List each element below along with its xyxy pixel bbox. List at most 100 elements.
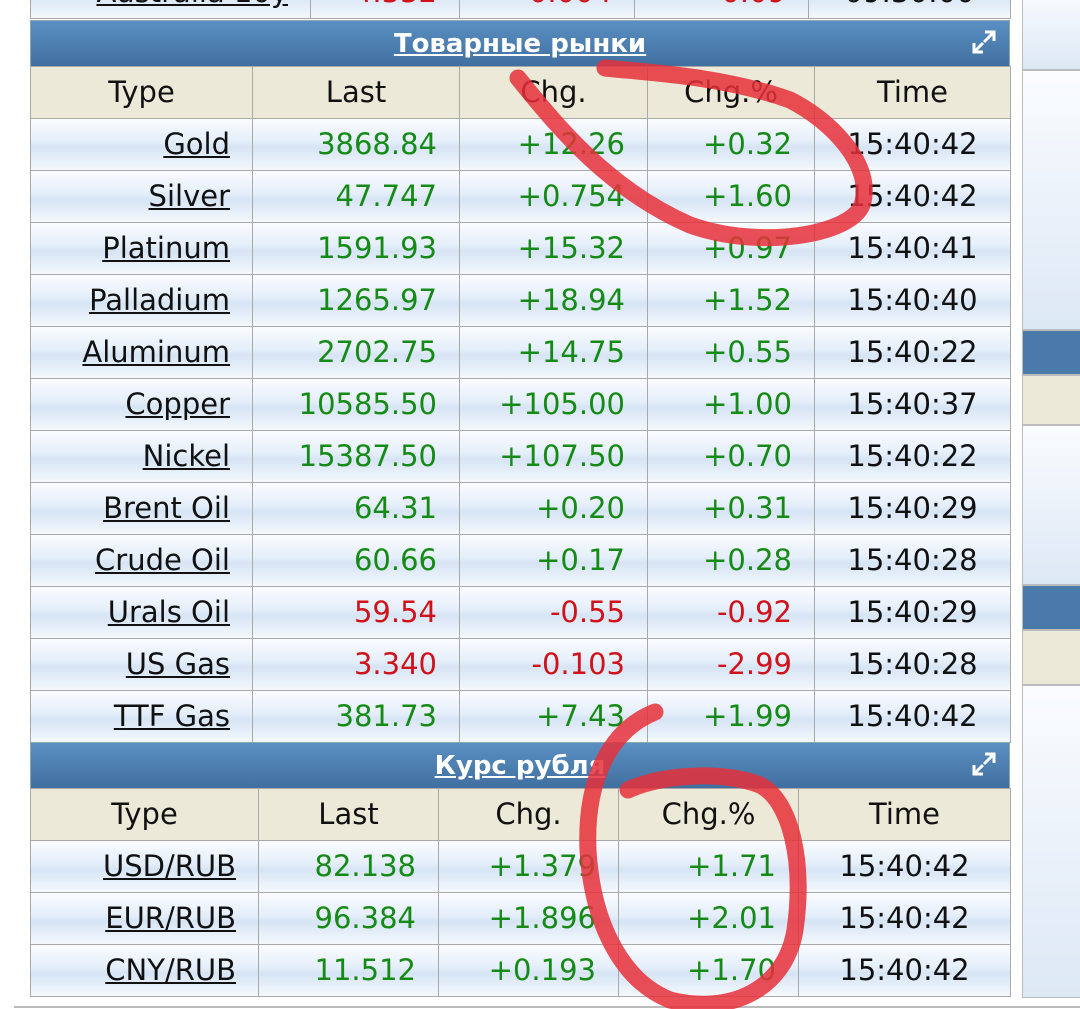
time: 15:40:22 <box>814 430 1011 483</box>
time: 15:40:42 <box>798 944 1011 997</box>
column-header: Last <box>252 66 460 119</box>
time: 15:40:41 <box>814 222 1011 275</box>
column-header: Type <box>30 66 253 119</box>
change: +0.20 <box>459 482 648 535</box>
expand-icon[interactable] <box>971 29 997 55</box>
time: 15:40:28 <box>814 638 1011 691</box>
column-header: Chg.% <box>618 788 799 841</box>
change: +14.75 <box>459 326 648 379</box>
instrument-link[interactable]: Palladium <box>30 274 253 327</box>
change: +0.32 <box>647 118 815 171</box>
last-price: 3.340 <box>252 638 460 691</box>
side-panel <box>1022 585 1080 630</box>
change: -0.09 <box>634 0 809 19</box>
time: 15:40:42 <box>798 892 1011 945</box>
column-header: Chg. <box>438 788 619 841</box>
last-price: 3868.84 <box>252 118 460 171</box>
last-price: 2702.75 <box>252 326 460 379</box>
time: 15:40:42 <box>814 170 1011 223</box>
section-title[interactable]: Курс рубля <box>434 751 606 781</box>
column-header: Chg.% <box>647 66 815 119</box>
instrument-link[interactable]: Platinum <box>30 222 253 275</box>
last-price: 4.332 <box>310 0 460 19</box>
time: 09:30:00 <box>808 0 1011 19</box>
column-header: Time <box>798 788 1011 841</box>
change: +1.99 <box>647 690 815 743</box>
last-price: 59.54 <box>252 586 460 639</box>
instrument-link[interactable]: Urals Oil <box>30 586 253 639</box>
change: +0.17 <box>459 534 648 587</box>
instrument-link[interactable]: Gold <box>30 118 253 171</box>
instrument-link[interactable]: EUR/RUB <box>30 892 259 945</box>
change: +18.94 <box>459 274 648 327</box>
column-header: Chg. <box>459 66 648 119</box>
change: -0.92 <box>647 586 815 639</box>
instrument-link[interactable]: Copper <box>30 378 253 431</box>
last-price: 10585.50 <box>252 378 460 431</box>
last-price: 60.66 <box>252 534 460 587</box>
instrument-link[interactable]: Australia 10y <box>30 0 311 19</box>
change: +1.60 <box>647 170 815 223</box>
side-panel <box>1022 0 1080 70</box>
change: +0.31 <box>647 482 815 535</box>
side-panel <box>1022 425 1080 585</box>
instrument-link[interactable]: CNY/RUB <box>30 944 259 997</box>
change: +2.01 <box>618 892 799 945</box>
change: +105.00 <box>459 378 648 431</box>
instrument-link[interactable]: Crude Oil <box>30 534 253 587</box>
time: 15:40:22 <box>814 326 1011 379</box>
instrument-link[interactable]: TTF Gas <box>30 690 253 743</box>
last-price: 82.138 <box>258 840 439 893</box>
last-price: 96.384 <box>258 892 439 945</box>
last-price: 1591.93 <box>252 222 460 275</box>
column-header: Type <box>30 788 259 841</box>
change: +15.32 <box>459 222 648 275</box>
time: 15:40:42 <box>798 840 1011 893</box>
change: +0.28 <box>647 534 815 587</box>
time: 15:40:40 <box>814 274 1011 327</box>
instrument-link[interactable]: Nickel <box>30 430 253 483</box>
last-price: 15387.50 <box>252 430 460 483</box>
change: -0.55 <box>459 586 648 639</box>
last-price: 47.747 <box>252 170 460 223</box>
section-title[interactable]: Товарные рынки <box>393 29 647 59</box>
time: 15:40:28 <box>814 534 1011 587</box>
side-panel <box>1022 685 1080 998</box>
instrument-link[interactable]: USD/RUB <box>30 840 259 893</box>
divider <box>14 1006 1080 1008</box>
column-header: Last <box>258 788 439 841</box>
change: +1.71 <box>618 840 799 893</box>
change: +1.896 <box>438 892 619 945</box>
last-price: 381.73 <box>252 690 460 743</box>
change: +7.43 <box>459 690 648 743</box>
change: +12.26 <box>459 118 648 171</box>
time: 15:40:29 <box>814 482 1011 535</box>
last-price: 64.31 <box>252 482 460 535</box>
instrument-link[interactable]: Brent Oil <box>30 482 253 535</box>
change: +1.379 <box>438 840 619 893</box>
instrument-link[interactable]: Silver <box>30 170 253 223</box>
change: +0.754 <box>459 170 648 223</box>
expand-icon[interactable] <box>971 751 997 777</box>
change: -2.99 <box>647 638 815 691</box>
section-header: Курс рубля <box>30 742 1010 790</box>
side-panel <box>1022 375 1080 425</box>
change: +0.55 <box>647 326 815 379</box>
side-panel <box>1022 630 1080 685</box>
change: +1.52 <box>647 274 815 327</box>
change: +107.50 <box>459 430 648 483</box>
side-panel <box>1022 330 1080 375</box>
side-panel <box>1022 70 1080 330</box>
change: -0.103 <box>459 638 648 691</box>
change: +0.70 <box>647 430 815 483</box>
time: 15:40:42 <box>814 118 1011 171</box>
section-header: Товарные рынки <box>30 20 1010 68</box>
change: +1.00 <box>647 378 815 431</box>
time: 15:40:37 <box>814 378 1011 431</box>
change: +1.70 <box>618 944 799 997</box>
instrument-link[interactable]: Aluminum <box>30 326 253 379</box>
change: +0.97 <box>647 222 815 275</box>
time: 15:40:42 <box>814 690 1011 743</box>
instrument-link[interactable]: US Gas <box>30 638 253 691</box>
